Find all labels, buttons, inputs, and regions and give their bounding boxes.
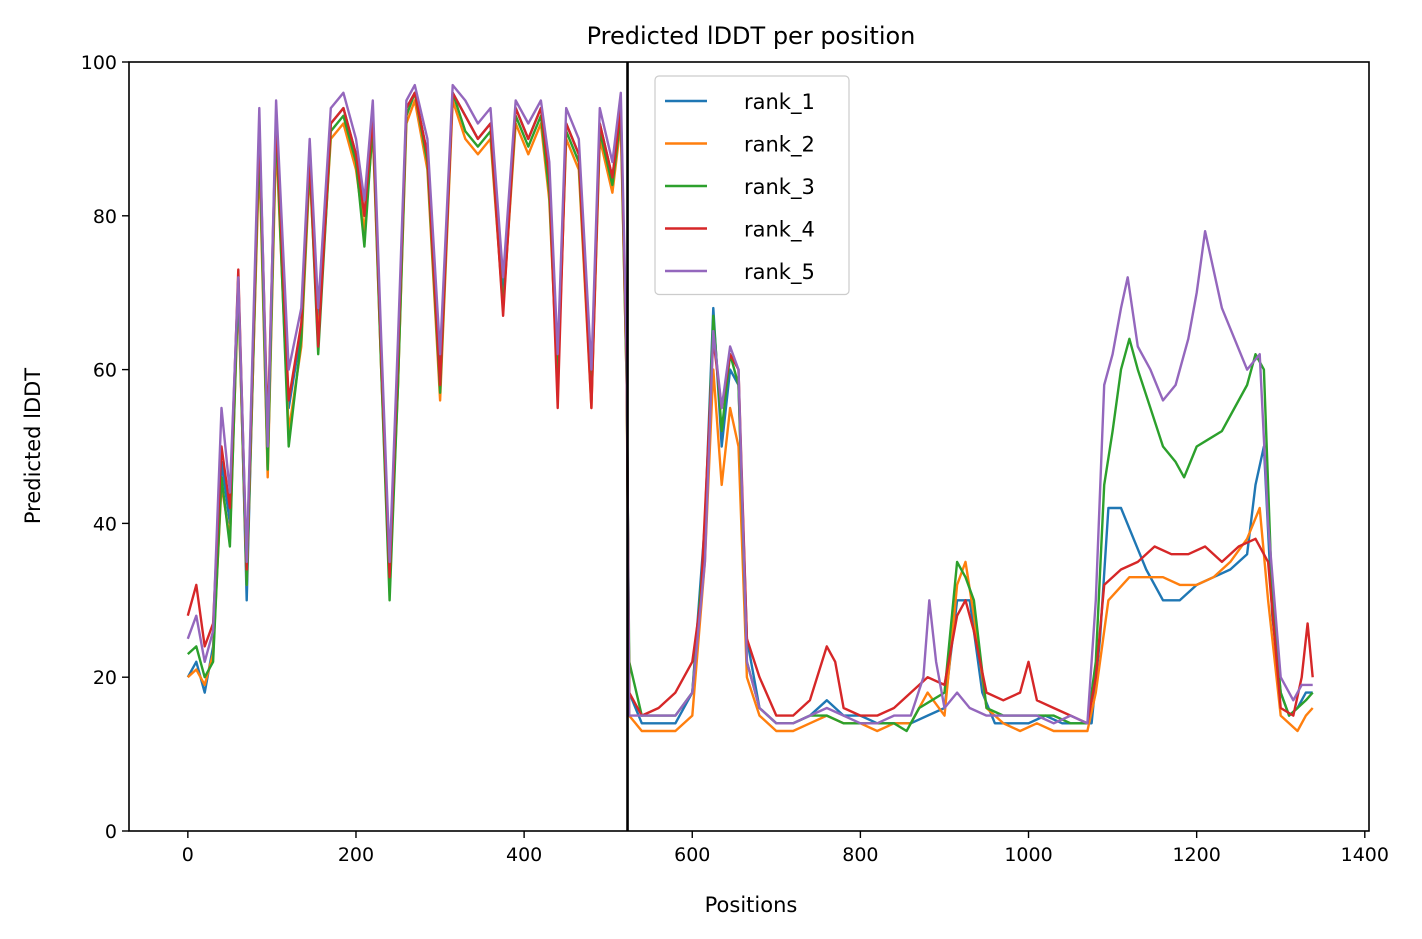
series-line-rank_5 — [186, 83, 1313, 725]
y-axis-ticks: 0 20 40 60 80 100 — [81, 52, 129, 843]
y-tick-label: 80 — [93, 206, 117, 228]
series-line-rank_2 — [186, 99, 1314, 733]
plot-frame — [128, 61, 1370, 832]
y-tick-label: 60 — [93, 360, 117, 382]
x-tick-label: 1000 — [1004, 844, 1052, 866]
x-tick-label: 800 — [842, 844, 878, 866]
x-tick-label: 600 — [674, 844, 710, 866]
x-tick-label: 0 — [182, 844, 194, 866]
x-tick-label: 1200 — [1172, 844, 1220, 866]
legend-label-rank_4: rank_4 — [744, 218, 815, 243]
y-tick-label: 0 — [105, 821, 117, 843]
series-line-rank_3 — [186, 91, 1314, 733]
y-tick-label: 100 — [81, 52, 117, 74]
series-line-rank_4 — [186, 91, 1314, 725]
y-tick-label: 20 — [93, 667, 117, 689]
legend-label-rank_2: rank_2 — [744, 133, 815, 158]
legend-frame — [654, 75, 850, 296]
y-tick-label: 40 — [93, 513, 117, 535]
y-axis-label: Predicted lDDT — [21, 368, 45, 524]
x-tick-label: 400 — [506, 844, 542, 866]
plot-area — [186, 62, 1314, 831]
x-axis-ticks: 0 200 400 600 800 1000 1200 1400 — [182, 831, 1389, 866]
legend-label-rank_3: rank_3 — [744, 175, 815, 200]
x-tick-label: 200 — [338, 844, 374, 866]
chart-title: Predicted lDDT per position — [587, 22, 916, 50]
x-tick-label: 1400 — [1341, 844, 1389, 866]
legend: rank_1 rank_2 rank_3 rank_4 rank_5 — [654, 75, 850, 296]
x-axis-label: Positions — [705, 893, 798, 917]
legend-label-rank_1: rank_1 — [744, 90, 815, 115]
legend-label-rank_5: rank_5 — [744, 260, 815, 285]
